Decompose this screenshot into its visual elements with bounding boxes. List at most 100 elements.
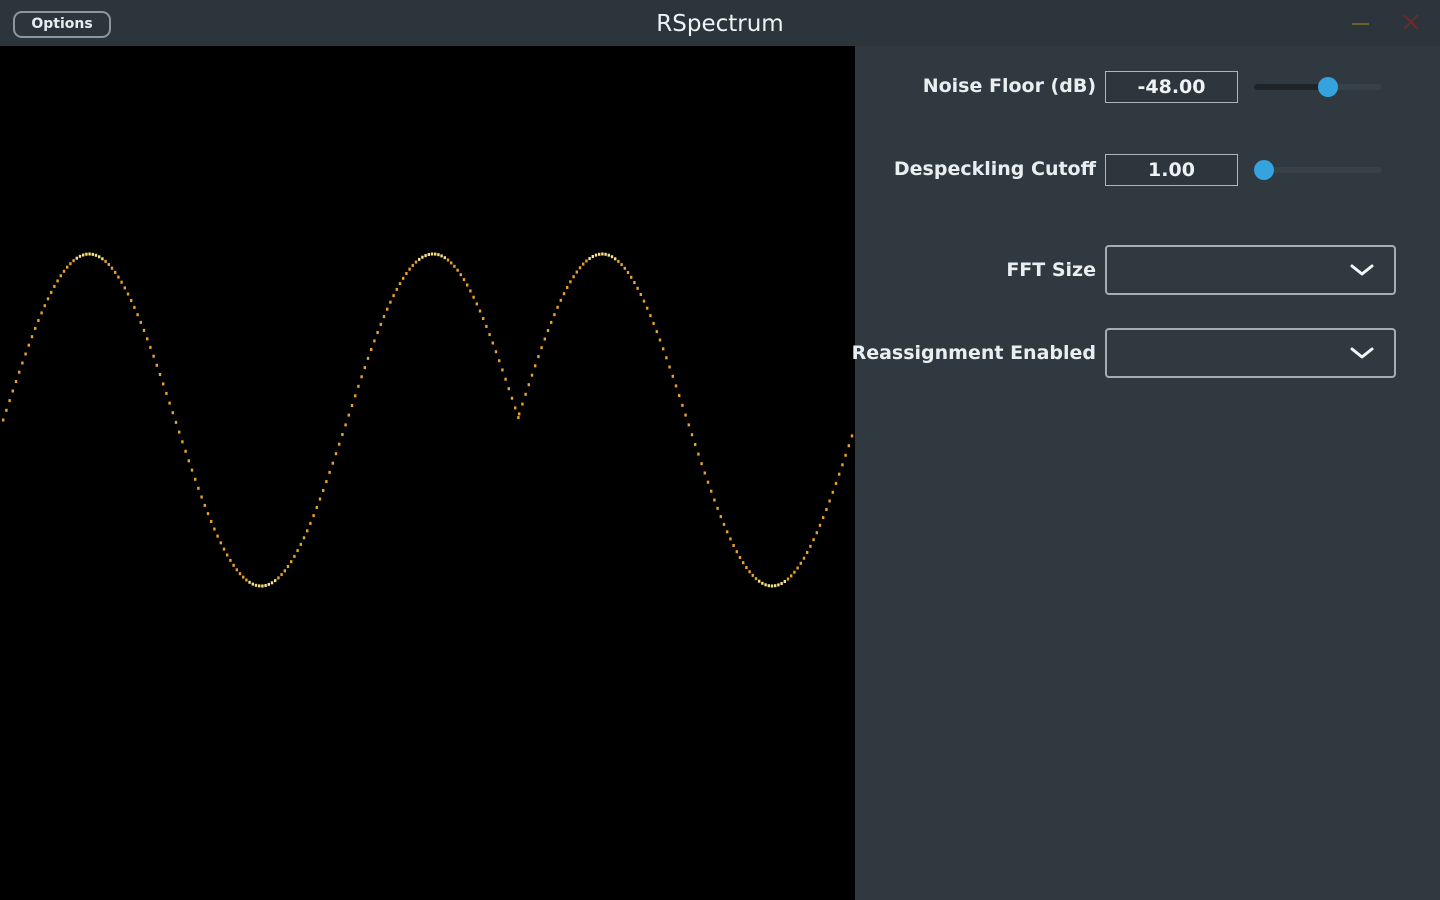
- chevron-down-icon: [1350, 347, 1374, 359]
- trace-point: [633, 281, 636, 284]
- reassignment-enabled-dropdown[interactable]: [1105, 328, 1396, 378]
- trace-point: [306, 529, 309, 533]
- trace-point: [37, 319, 40, 322]
- trace-point: [575, 270, 578, 274]
- trace-point: [229, 558, 232, 562]
- trace-point: [389, 300, 392, 304]
- trace-point: [559, 298, 562, 302]
- trace-point: [434, 252, 437, 256]
- trace-point: [21, 361, 24, 365]
- control-panel: Noise Floor (dB) -48.00 Despeckling Cuto…: [852, 46, 1440, 900]
- options-button[interactable]: Options: [13, 11, 111, 38]
- trace-point: [165, 391, 168, 395]
- trace-point: [642, 299, 646, 303]
- trace-point: [678, 394, 681, 397]
- trace-point: [459, 273, 462, 277]
- trace-point: [184, 449, 187, 453]
- close-glyph: [1403, 14, 1419, 30]
- trace-point: [392, 294, 395, 298]
- trace-point: [562, 292, 566, 296]
- trace-point: [658, 338, 662, 342]
- trace-point: [40, 311, 43, 315]
- trace-point: [194, 477, 197, 481]
- trace-point: [588, 257, 591, 260]
- trace-point: [777, 583, 780, 587]
- trace-point: [155, 363, 158, 367]
- trace-point: [206, 512, 210, 516]
- trace-point: [254, 583, 258, 587]
- trace-point: [796, 566, 799, 570]
- chevron-down-icon: [1350, 264, 1374, 276]
- trace-point: [591, 255, 594, 258]
- trace-point: [527, 383, 530, 387]
- trace-point: [690, 433, 694, 437]
- trace-point: [472, 295, 475, 299]
- trace-point: [43, 304, 46, 308]
- slider-fill: [1254, 84, 1328, 90]
- trace-point: [187, 459, 190, 463]
- noise-floor-slider[interactable]: [1254, 76, 1382, 98]
- trace-point: [710, 489, 713, 493]
- trace-point: [366, 356, 370, 360]
- trace-point: [210, 520, 213, 523]
- trace-point: [783, 580, 786, 583]
- fft-size-label: FFT Size: [1006, 259, 1096, 281]
- trace-point: [504, 377, 507, 381]
- trace-point: [334, 452, 338, 456]
- spectrum-plot[interactable]: [0, 46, 855, 900]
- trace-point: [553, 313, 556, 317]
- slider-handle[interactable]: [1254, 160, 1274, 180]
- trace-point: [213, 527, 216, 531]
- noise-floor-label: Noise Floor (dB): [922, 75, 1096, 97]
- trace-point: [82, 253, 85, 257]
- trace-point: [104, 259, 107, 263]
- trace-point: [395, 287, 398, 291]
- close-icon[interactable]: [1400, 11, 1422, 33]
- trace-point: [222, 547, 226, 551]
- trace-point: [437, 253, 440, 257]
- trace-point: [27, 343, 30, 347]
- trace-point: [566, 286, 569, 289]
- trace-point: [274, 579, 277, 583]
- trace-point: [681, 403, 684, 407]
- trace-point: [270, 581, 274, 585]
- trace-point: [815, 531, 818, 535]
- trace-point: [245, 578, 248, 582]
- trace-point: [510, 396, 514, 400]
- slider-handle[interactable]: [1318, 77, 1338, 97]
- trace-point: [462, 278, 466, 282]
- trace-point: [315, 506, 318, 509]
- trace-point: [293, 554, 296, 558]
- despeckling-cutoff-input[interactable]: 1.00: [1105, 154, 1238, 186]
- trace-point: [738, 556, 742, 559]
- trace-point: [610, 255, 614, 259]
- trace-point: [421, 255, 424, 259]
- trace-point: [56, 279, 59, 283]
- trace-point: [117, 275, 120, 279]
- despeckling-cutoff-slider[interactable]: [1254, 159, 1382, 181]
- trace-point: [729, 537, 732, 541]
- trace-point: [582, 262, 585, 266]
- fft-size-dropdown[interactable]: [1105, 245, 1396, 295]
- trace-point: [168, 401, 171, 405]
- trace-point: [546, 329, 550, 332]
- trace-point: [607, 253, 610, 257]
- trace-point: [344, 423, 347, 427]
- trace-point: [722, 522, 726, 526]
- trace-point: [277, 576, 280, 580]
- trace-point: [850, 434, 854, 438]
- trace-point: [540, 346, 543, 350]
- trace-point: [687, 423, 690, 427]
- trace-point: [764, 583, 767, 587]
- trace-point: [120, 280, 123, 284]
- trace-point: [655, 330, 658, 334]
- trace-point: [652, 321, 655, 325]
- minimize-icon[interactable]: [1350, 14, 1372, 32]
- trace-point: [713, 498, 716, 502]
- trace-point: [414, 260, 418, 264]
- trace-point: [142, 328, 146, 332]
- trace-point: [78, 254, 82, 258]
- trace-point: [726, 530, 729, 534]
- noise-floor-input[interactable]: -48.00: [1105, 71, 1238, 103]
- trace-point: [149, 345, 152, 349]
